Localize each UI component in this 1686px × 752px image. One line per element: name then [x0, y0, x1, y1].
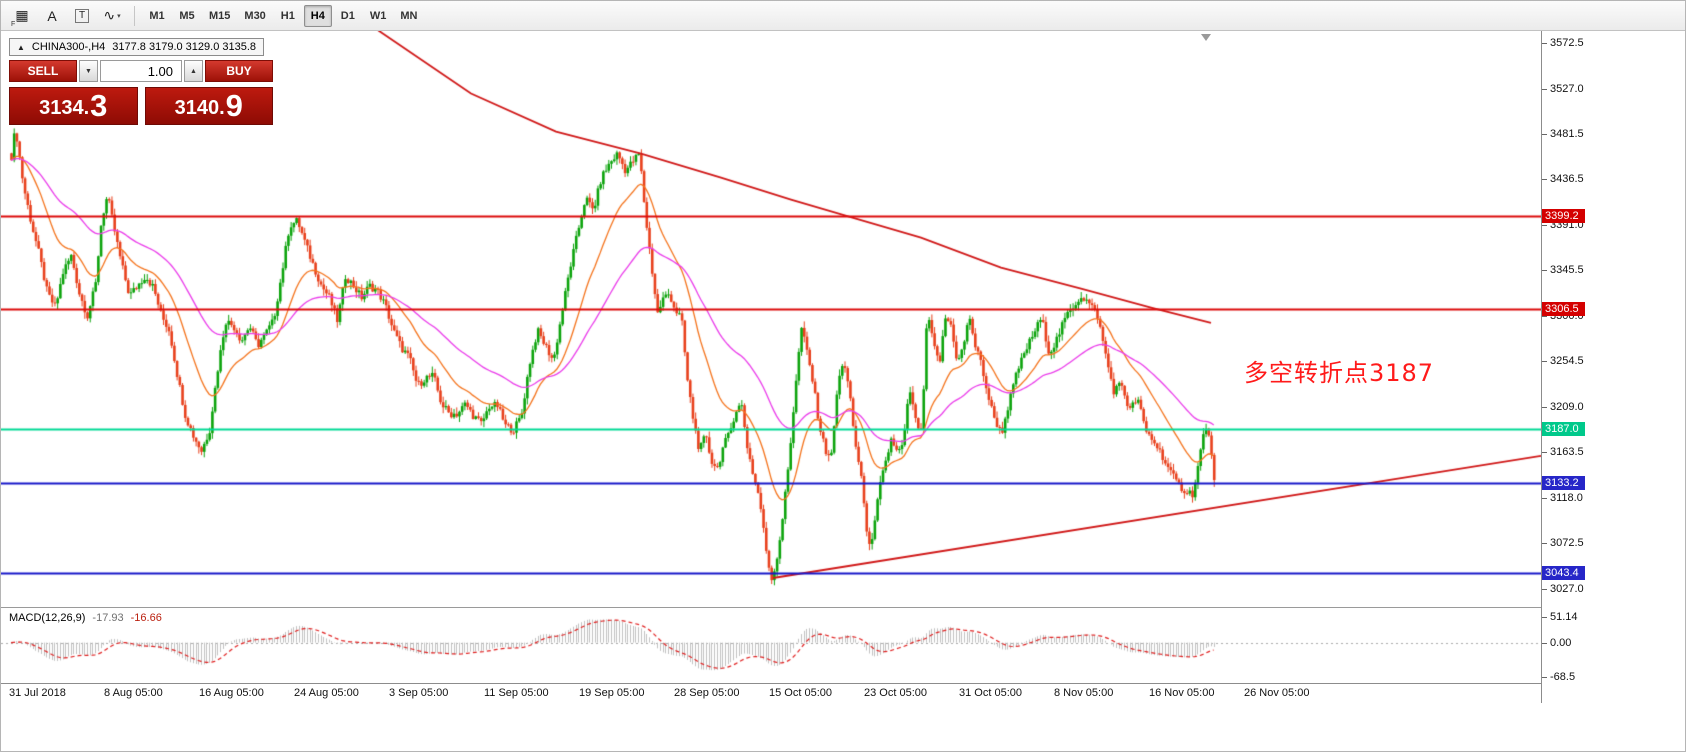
price-tick: 3436.5: [1542, 173, 1584, 186]
timeframe-button-d1[interactable]: D1: [340, 9, 355, 22]
timeframe-button-mn[interactable]: MN: [400, 9, 418, 22]
timeframe-group: M1 M5 M15 M30 H1 H4 D1 W1 MN: [142, 4, 424, 27]
price-level-badge: 3399.2: [1542, 209, 1585, 224]
toolbar: ▦ F A T ∿ ▾ M1 M5 M15 M30 H1 H4 D1 W1 MN: [1, 1, 1685, 31]
chart-title-bar: ▲ CHINA300-,H4 3177.8 3179.0 3129.0 3135…: [9, 38, 265, 56]
price-tick: 3027.0: [1542, 583, 1584, 595]
trade-controls-row: SELL ▼ ▲ BUY: [9, 60, 273, 82]
macd-signal-value: -16.66: [130, 612, 162, 624]
buy-price-button[interactable]: 3140. 9: [144, 87, 273, 125]
trade-prices-row: 3134. 3 3140. 9: [9, 87, 273, 125]
volume-decrease-button[interactable]: ▼: [79, 60, 98, 82]
price-tick: 3209.0: [1542, 400, 1584, 413]
polyline-tool-icon[interactable]: ∿ ▾: [103, 7, 121, 23]
sell-button[interactable]: SELL: [9, 60, 77, 82]
time-axis[interactable]: 31 Jul 2018 8 Aug 05:00 16 Aug 05:00 24 Aug…: [1, 683, 1685, 703]
chart-annotation: 多空转折点3187: [1244, 359, 1435, 387]
macd-axis-tick: -68.5: [1541, 671, 1576, 683]
price-tick: 3118.0: [1542, 491, 1583, 504]
price-level-badge: 3133.2: [1542, 475, 1585, 490]
time-label: 8 Nov 05:00: [1054, 687, 1114, 699]
time-label: 8 Aug 05:00: [104, 687, 163, 699]
price-tick: 3163.5: [1542, 446, 1584, 459]
text-box-tool-icon[interactable]: T: [68, 4, 96, 28]
macd-axis-tick: 51.14: [1542, 611, 1578, 623]
chart-ohlc-values: 3177.8 3179.0 3129.0 3135.8: [112, 41, 257, 53]
timeframe-button-m15[interactable]: M15: [209, 9, 231, 22]
time-label: 23 Oct 05:00: [864, 687, 927, 699]
timeframe-button-m1[interactable]: M1: [149, 9, 165, 22]
price-level-badge: 3043.4: [1542, 565, 1585, 580]
price-tick: 3254.5: [1542, 355, 1584, 368]
price-level-badge: 3187.0: [1542, 421, 1585, 436]
time-label: 3 Sep 05:00: [389, 687, 449, 699]
time-label: 16 Aug 05:00: [199, 687, 264, 699]
time-label: 31 Jul 2018: [9, 687, 66, 699]
price-level-badge: 3306.5: [1542, 302, 1585, 317]
price-tick: 3481.5: [1542, 128, 1584, 141]
sell-price-big-digit: 3: [90, 88, 108, 123]
macd-indicator-label: MACD(12,26,9) -17.93 -16.66: [9, 612, 162, 624]
timeframe-button-m30[interactable]: M30: [244, 9, 266, 22]
macd-main-value: -17.93: [92, 612, 124, 624]
time-label: 28 Sep 05:00: [674, 687, 740, 699]
timeframe-button-m5[interactable]: M5: [179, 9, 195, 22]
time-label: 11 Sep 05:00: [484, 687, 549, 699]
time-label: 15 Oct 05:00: [769, 687, 832, 699]
timeframe-button-h1[interactable]: H1: [280, 9, 295, 22]
toolbar-separator: [134, 5, 135, 26]
macd-axis-tick: 0.00: [1541, 636, 1572, 649]
sell-price-button[interactable]: 3134. 3: [9, 87, 138, 125]
volume-increase-button[interactable]: ▲: [184, 60, 203, 82]
price-chart-canvas[interactable]: [1, 31, 1541, 609]
buy-button[interactable]: BUY: [205, 60, 273, 82]
chart-shift-marker[interactable]: [1201, 34, 1211, 41]
time-label: 26 Nov 05:00: [1244, 687, 1310, 699]
time-label: 31 Oct 05:00: [959, 687, 1022, 699]
price-tick: 3072.5: [1542, 537, 1584, 550]
price-tick: 3345.5: [1542, 264, 1584, 277]
chart-symbol-label: CHINA300-,H4: [31, 41, 106, 53]
macd-name: MACD(12,26,9): [9, 612, 86, 624]
panel-splitter[interactable]: [1, 607, 1685, 610]
price-axis[interactable]: 3572.53527.03481.53436.53391.03345.53300…: [1541, 31, 1685, 703]
letter-a-tool-icon[interactable]: A: [47, 7, 57, 24]
macd-canvas[interactable]: [1, 609, 1541, 683]
volume-input[interactable]: [100, 60, 182, 82]
buy-price-main: 3140.: [174, 97, 225, 119]
drawing-tools-group: ▦ F A T ∿ ▾: [7, 4, 127, 28]
collapse-triangle-icon: ▲: [17, 42, 25, 52]
time-label: 16 Nov 05:00: [1149, 687, 1215, 699]
time-label: 19 Sep 05:00: [579, 687, 645, 699]
price-tick: 3527.0: [1542, 82, 1584, 95]
time-label: 24 Aug 05:00: [294, 687, 359, 699]
sell-price-main: 3134.: [39, 97, 90, 119]
one-click-trade-panel: SELL ▼ ▲ BUY 3134.3 3140.9: [9, 60, 273, 125]
buy-price-big-digit: 9: [225, 88, 243, 123]
timeframe-button-w1[interactable]: W1: [369, 9, 387, 22]
price-tick: 3572.5: [1542, 37, 1584, 49]
grid-dots-tool-icon[interactable]: ▦ F: [11, 7, 29, 28]
timeframe-button-h4[interactable]: H4: [303, 4, 332, 27]
